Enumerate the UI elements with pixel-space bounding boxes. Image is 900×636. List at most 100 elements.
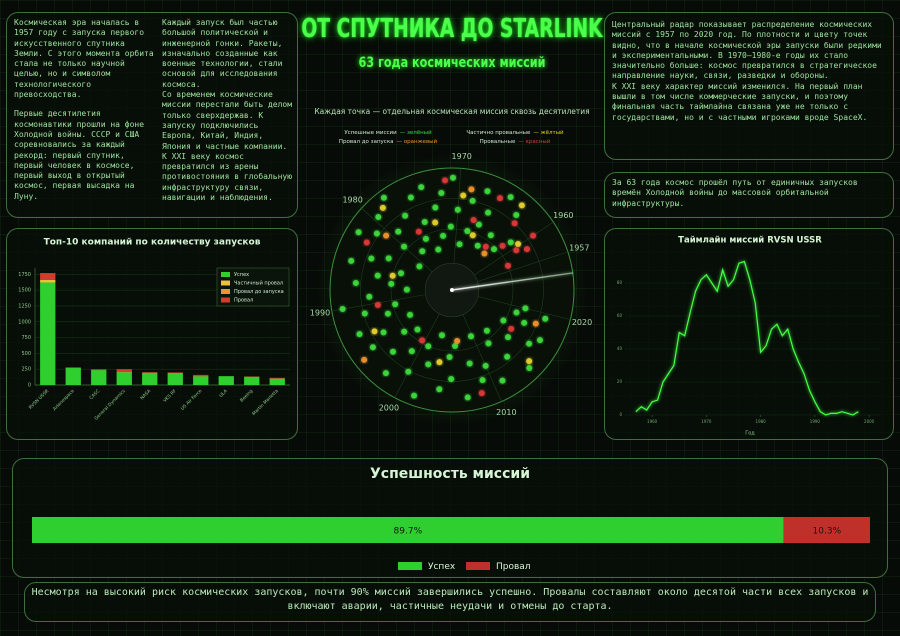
mission-point	[348, 257, 355, 264]
mission-point	[382, 370, 389, 377]
legend-swatch	[221, 297, 230, 303]
y-tick-label: 1250	[18, 303, 31, 309]
mission-point	[419, 248, 426, 255]
legend-label: Провал	[234, 298, 253, 304]
mission-point	[474, 242, 481, 249]
mission-point	[526, 364, 533, 371]
x-tick-label: NASA	[139, 388, 153, 402]
radar-text: Центральный радар показывает распределен…	[612, 20, 890, 132]
x-tick-label: 1990	[810, 419, 821, 424]
mission-point	[478, 390, 485, 397]
mission-point	[468, 333, 475, 340]
mission-point	[407, 311, 414, 318]
value-label: 89.7%	[394, 527, 423, 537]
mission-point	[438, 189, 445, 196]
bar-segment	[142, 372, 158, 373]
mission-point	[380, 194, 387, 201]
mission-point	[388, 280, 395, 287]
mission-point	[385, 255, 392, 262]
mission-point	[460, 192, 467, 199]
y-tick-label: 0	[619, 412, 622, 417]
bar-segment	[32, 517, 784, 543]
mission-point	[392, 301, 399, 308]
angle-tick-label: 2010	[496, 408, 516, 417]
legend-label: Частичный провал	[234, 280, 283, 287]
y-tick-label: 60	[617, 313, 623, 318]
legend-swatch	[398, 562, 422, 570]
angle-tick-label: 2020	[572, 318, 592, 327]
legend-label: Провал до запуска	[339, 139, 394, 145]
mission-point	[380, 329, 387, 336]
legend-entry: Провальные — красный	[480, 138, 551, 145]
bar-segment	[91, 369, 107, 370]
mission-point	[355, 229, 362, 236]
legend-swatch	[221, 280, 230, 286]
mission-point	[496, 195, 503, 202]
bar-segment	[193, 376, 209, 385]
mission-point	[542, 315, 549, 322]
mission-point	[484, 188, 491, 195]
legend-entry: Провал до запуска — оранжевый	[339, 138, 438, 145]
mission-point	[468, 186, 475, 193]
angle-tick-label: 2000	[379, 404, 399, 413]
mission-point	[464, 227, 471, 234]
radar-text-panel	[604, 12, 894, 160]
mission-point	[379, 204, 386, 211]
summary-text: За 63 года космос прошёл путь от единичн…	[612, 178, 858, 208]
radar-sweep	[451, 272, 573, 291]
footer-text: Несмотря на высокий риск космических зап…	[31, 587, 869, 612]
bar-segment	[116, 372, 132, 385]
mission-point	[499, 242, 506, 249]
mission-point	[499, 377, 506, 384]
mission-point	[389, 348, 396, 355]
legend-swatch	[221, 289, 230, 294]
mission-point	[421, 219, 428, 226]
mission-point	[438, 332, 445, 339]
legend-color-word: — оранжевый	[397, 138, 438, 145]
intro-panel	[6, 12, 298, 218]
mission-point	[374, 302, 381, 309]
legend-color-word: — красный	[518, 138, 550, 145]
mission-point	[407, 194, 414, 201]
angle-tick-label: 1957	[569, 244, 589, 253]
mission-point	[436, 386, 443, 393]
mission-point	[436, 359, 443, 366]
mission-point	[466, 360, 473, 367]
y-tick-label: 20	[617, 379, 623, 384]
mission-point	[435, 246, 442, 253]
mission-point	[368, 255, 375, 262]
angle-tick-label: 1960	[553, 211, 573, 220]
mission-point	[507, 239, 514, 246]
mission-point	[447, 223, 454, 230]
x-tick-label: ULA	[218, 388, 229, 399]
mission-point	[504, 353, 511, 360]
bar-segment	[218, 376, 234, 385]
bar-segment	[269, 377, 285, 379]
mission-point	[482, 243, 489, 250]
mission-point	[454, 206, 461, 213]
x-tick-label: 1970	[701, 419, 712, 424]
x-tick-label: 2000	[864, 419, 875, 424]
paragraph: Со временем космические миссии перестали…	[162, 90, 293, 203]
mission-point	[464, 394, 471, 401]
mission-point	[454, 337, 461, 344]
chart-title: Каждая точка — отдельная космическая мис…	[314, 107, 589, 116]
mission-point	[432, 219, 439, 226]
bar-segment	[244, 376, 260, 385]
mission-point	[469, 232, 476, 239]
mission-point	[504, 262, 511, 269]
mission-point	[339, 306, 346, 313]
y-tick-label: 500	[21, 351, 31, 357]
mission-point	[405, 368, 412, 375]
paragraph: Каждый запуск был частью большой политич…	[162, 18, 283, 89]
legend-label: Провал до запуска	[234, 289, 284, 295]
mission-point	[425, 343, 432, 350]
mission-point	[485, 209, 492, 216]
mission-point	[508, 325, 515, 332]
x-tick-label: VKS RF	[162, 388, 178, 404]
legend-label: Успех	[234, 272, 249, 278]
mission-point	[487, 232, 494, 239]
intro-col1: Космическая эра началась в 1957 году с з…	[14, 18, 154, 211]
mission-point	[475, 221, 482, 228]
